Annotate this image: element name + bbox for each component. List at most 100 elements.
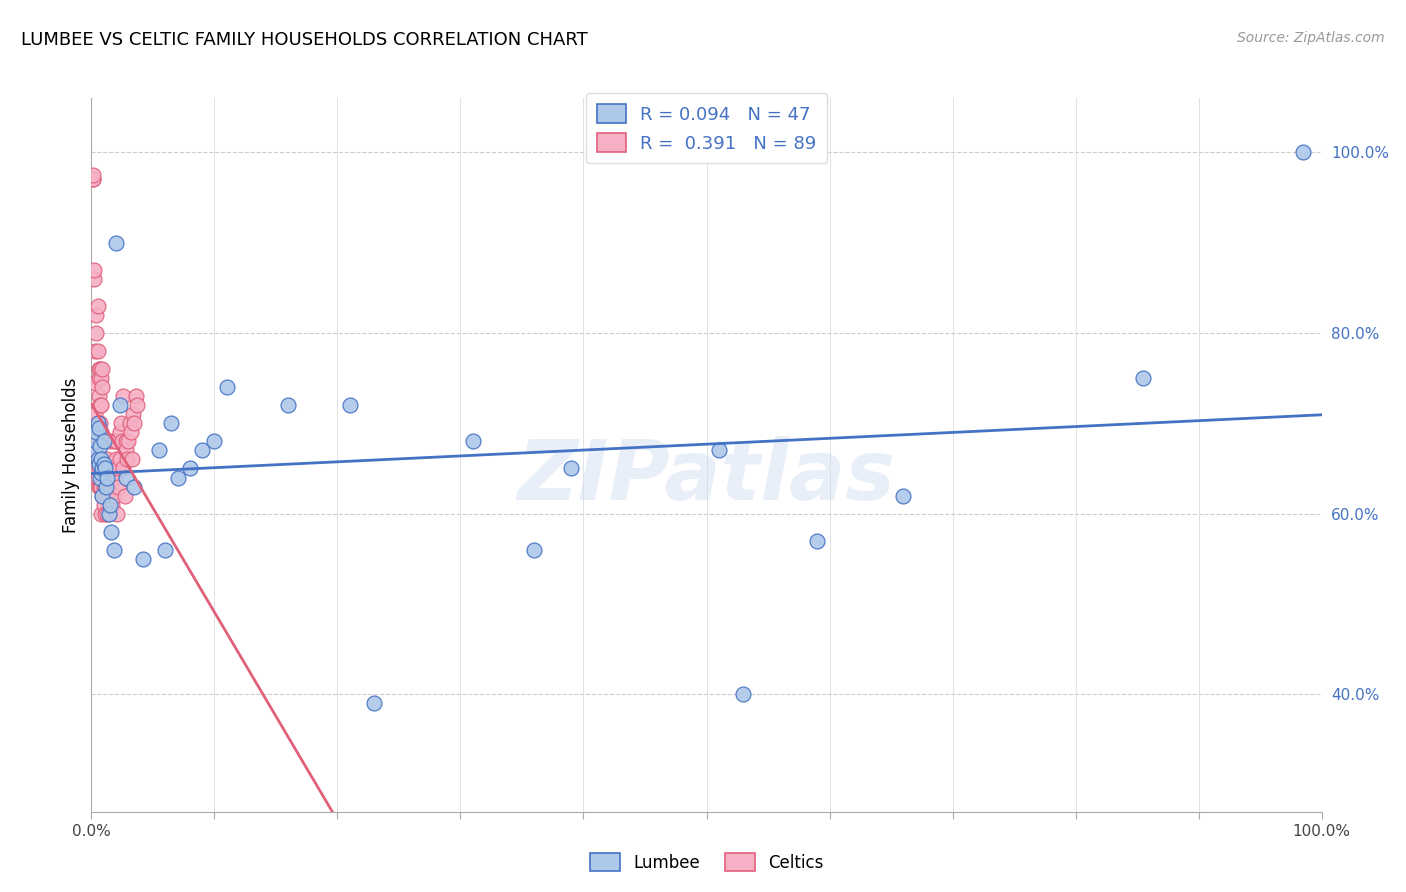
Point [86,452,108,467]
Point [97,461,120,475]
Point [891,489,914,503]
Point [93,479,115,493]
Point [82,172,104,186]
Point [111,434,134,449]
Point [100,524,122,539]
Point [1292,145,1315,160]
Text: ZIPatlas: ZIPatlas [517,436,896,516]
Point [94,507,117,521]
Point [104,470,127,484]
Text: Source: ZipAtlas.com: Source: ZipAtlas.com [1237,31,1385,45]
Point [94,461,117,475]
Point [86,326,108,340]
Point [560,461,582,475]
Point [90,371,112,385]
Point [87,362,110,376]
Point [124,417,146,431]
Point [806,533,828,548]
Point [707,443,730,458]
Point [87,457,110,471]
Point [108,425,131,440]
Point [83,272,105,286]
Y-axis label: Family Households: Family Households [62,377,80,533]
Point [96,507,118,521]
Point [114,489,136,503]
Point [89,439,111,453]
Point [91,380,114,394]
Point [523,542,546,557]
Point [98,498,121,512]
Point [100,479,122,493]
Point [733,687,755,701]
Point [93,498,115,512]
Point [277,398,299,412]
Point [96,470,118,484]
Point [363,696,385,710]
Point [124,389,146,403]
Point [103,434,125,449]
Point [103,489,125,503]
Point [86,434,108,449]
Point [87,479,110,493]
Point [98,479,121,493]
Point [461,434,484,449]
Point [83,421,105,435]
Point [84,443,107,458]
Point [86,417,108,431]
Point [90,452,112,467]
Point [91,489,114,503]
Point [107,479,129,493]
Point [166,470,188,484]
Point [125,398,148,412]
Point [103,542,125,557]
Point [105,507,128,521]
Point [96,479,117,493]
Point [89,452,111,467]
Legend: Lumbee, Celtics: Lumbee, Celtics [583,847,830,879]
Point [89,479,111,493]
Point [97,507,120,521]
Point [105,434,127,449]
Point [86,417,108,431]
Point [91,362,114,376]
Point [86,461,108,475]
Point [179,461,201,475]
Point [339,398,361,412]
Point [86,421,108,435]
Point [93,457,115,471]
Point [215,380,238,394]
Point [84,443,107,458]
Point [89,434,111,449]
Point [87,421,110,435]
Point [124,479,146,493]
Point [83,452,105,467]
Point [112,389,135,403]
Point [83,262,105,277]
Point [84,344,107,359]
Point [90,466,112,480]
Point [114,470,138,484]
Point [82,172,104,186]
Point [86,344,108,359]
Point [89,362,111,376]
Point [90,479,112,493]
Point [91,489,114,503]
Point [98,434,121,449]
Point [93,434,115,449]
Point [114,434,138,449]
Point [96,479,117,493]
Point [86,308,108,322]
Point [86,470,108,484]
Point [93,470,115,484]
Point [87,425,110,440]
Point [87,389,110,403]
Point [90,425,112,440]
Point [148,443,170,458]
Point [86,470,108,484]
Point [101,498,124,512]
Point [100,461,122,475]
Point [105,452,127,467]
Point [84,452,107,467]
Point [96,452,118,467]
Point [1132,371,1154,385]
